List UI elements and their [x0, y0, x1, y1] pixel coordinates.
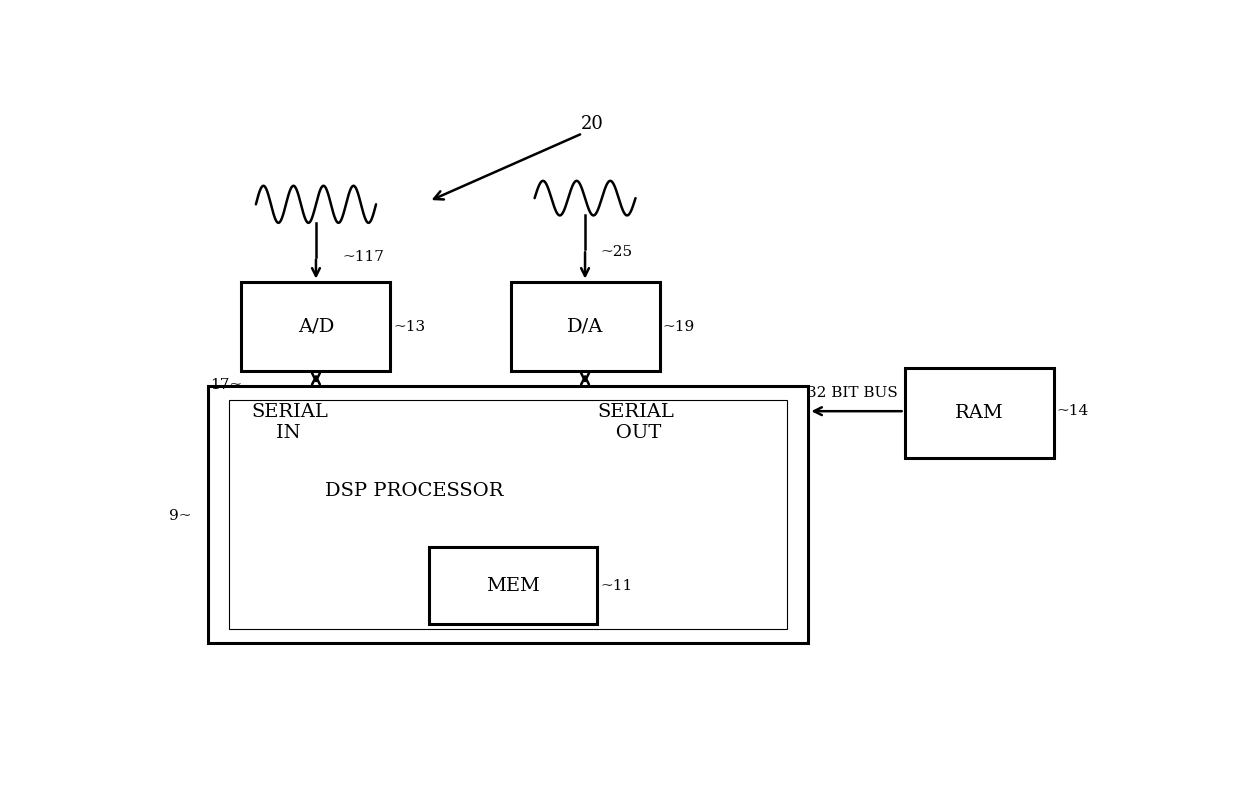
Bar [429, 547, 596, 624]
Text: 20: 20 [580, 115, 604, 133]
Bar [229, 400, 787, 630]
Text: ~14: ~14 [1056, 404, 1089, 418]
Bar [905, 368, 1054, 457]
Text: SERIAL
   OUT: SERIAL OUT [596, 403, 673, 442]
Text: ~13: ~13 [393, 320, 425, 334]
Text: ~25: ~25 [600, 245, 632, 259]
Text: SERIAL
    IN: SERIAL IN [250, 403, 327, 442]
Bar [511, 282, 660, 371]
Text: RAM: RAM [955, 403, 1003, 422]
Text: MEM: MEM [486, 577, 539, 594]
Text: DSP PROCESSOR: DSP PROCESSOR [325, 483, 503, 500]
Text: ~19: ~19 [662, 320, 694, 334]
Bar [242, 282, 391, 371]
Text: A/D: A/D [298, 318, 334, 335]
Text: 9~: 9~ [169, 509, 191, 523]
Bar [208, 387, 808, 642]
Text: 17~: 17~ [210, 378, 242, 391]
Text: D/A: D/A [567, 318, 603, 335]
Text: 32 BIT BUS: 32 BIT BUS [807, 386, 898, 400]
Text: ~11: ~11 [600, 579, 632, 593]
Text: ~117: ~117 [342, 249, 384, 264]
